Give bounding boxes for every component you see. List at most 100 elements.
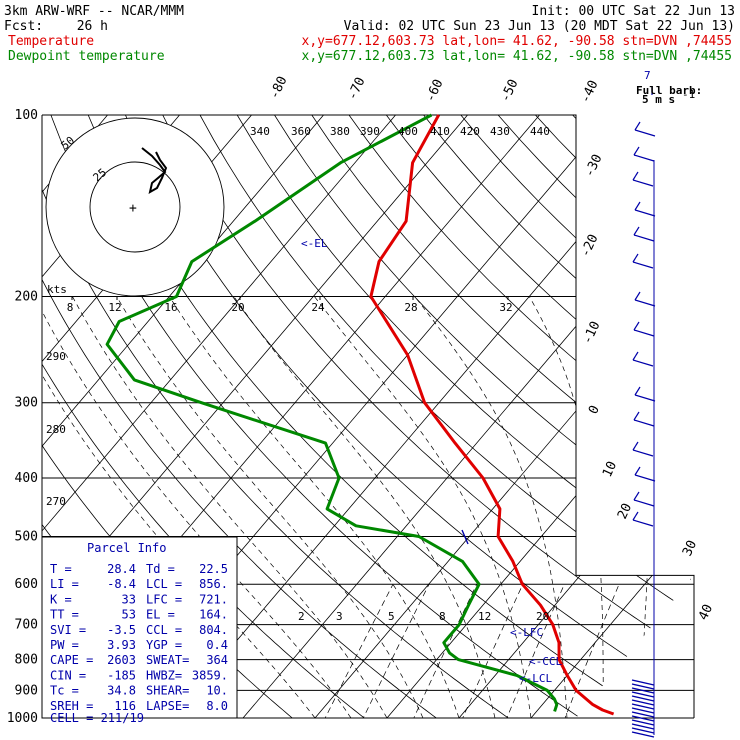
top-marker-label: 7	[644, 69, 651, 82]
hodograph-ring-inner	[89, 161, 181, 253]
isotherm-line	[663, 115, 694, 718]
hodograph-center-icon: +	[129, 201, 137, 216]
theta-label: 410	[430, 125, 450, 138]
wind-barb-flag	[633, 411, 640, 421]
isotherm-label: 40	[696, 602, 716, 623]
isotherm-label: -40	[578, 78, 602, 106]
moist-adiabat	[169, 296, 460, 718]
parcel-param-value: 34.8	[107, 684, 136, 698]
parcel-param-label: LCL =	[146, 577, 182, 591]
theta-label: 390	[360, 125, 380, 138]
mixing-ratio-line	[501, 584, 565, 718]
mixing-ratio-label: 12	[478, 610, 491, 623]
mixing-ratio-line	[318, 584, 394, 718]
valid-time: Valid: 02 UTC Sun 23 Jun 13 (20 MDT Sat …	[344, 19, 735, 34]
wind-barb	[631, 719, 655, 726]
wind-barb-flag	[633, 321, 640, 331]
wind-barb	[634, 209, 656, 217]
pressure-tick-label: 900	[15, 683, 38, 698]
mixing-ratio-label: 3	[336, 610, 343, 623]
hodograph-trace	[141, 147, 168, 194]
pressure-tick-label: 200	[15, 290, 38, 305]
isotherm-line	[447, 115, 694, 718]
level-annotation: <-LCL	[519, 672, 552, 685]
isotherm-label: -80	[267, 74, 291, 102]
wind-barb	[631, 679, 655, 686]
mixing-ratio-line	[559, 584, 620, 718]
dewpoint-label: Dewpoint temperature	[8, 49, 165, 64]
wind-barb	[633, 234, 655, 242]
theta-label: 440	[530, 125, 550, 138]
theta-label: 400	[398, 125, 418, 138]
parcel-param-value: 33	[122, 592, 136, 606]
level-annotation: <-EL	[301, 237, 328, 250]
wind-barb	[633, 154, 655, 162]
parcel-param-label: SHEAR=	[146, 684, 189, 698]
wind-barb	[631, 703, 655, 710]
wind-barb-flag	[634, 121, 641, 131]
wind-barb	[632, 519, 654, 527]
moist-adiabat	[634, 296, 651, 718]
parcel-param-value: 3859.	[192, 668, 228, 682]
parcel-param-value: 53	[122, 608, 136, 622]
isotherm-line	[159, 115, 684, 718]
parcel-param-label: Tc =	[50, 684, 79, 698]
isotherm-label: 0	[586, 403, 603, 416]
parcel-param-value: -3.5	[107, 623, 136, 637]
dry-adiabat	[311, 115, 694, 718]
parcel-param-label: LI =	[50, 577, 79, 591]
parcel-param-value: 164.	[199, 608, 228, 622]
moist-adiabat	[414, 296, 568, 718]
wind-barb	[631, 727, 655, 734]
theta-label: 340	[250, 125, 270, 138]
pressure-tick-label: 600	[15, 577, 38, 592]
parcel-param-label: LAPSE=	[146, 699, 189, 713]
wind-barb	[631, 687, 655, 694]
wind-barb	[632, 359, 654, 367]
wind-barb-flag	[633, 491, 640, 501]
temperature-location-info: x,y=677.12,603.73 lat,lon= 41.62, -90.58…	[302, 34, 732, 49]
speed-tick-label: 16	[164, 301, 177, 314]
wind-barb-flag	[634, 466, 641, 476]
speed-axis-label: kts	[47, 283, 67, 296]
wind-barb-flag	[632, 171, 639, 181]
parcel-param-label: CCL =	[146, 623, 182, 637]
parcel-param-label: EL =	[146, 608, 175, 622]
dry-adiabat	[609, 115, 694, 718]
parcel-param-label: SWEAT=	[146, 653, 189, 667]
wind-barbs	[461, 86, 656, 738]
wind-barb-flag	[633, 146, 640, 156]
speed-tick-label: 20	[231, 301, 244, 314]
mixing-ratio-line	[356, 584, 430, 718]
wind-barb	[634, 474, 656, 482]
theta-label: 420	[460, 125, 480, 138]
wind-barb	[634, 299, 656, 307]
parcel-info-panel: Parcel Info T = 28.4 Td = 22.5 LI = -8.4 LCL = 8…	[41, 536, 238, 725]
init-time: Init: 00 UTC Sat 22 Jun 13	[532, 4, 736, 19]
wind-barb	[631, 723, 655, 730]
dewpoint-profile-line	[105, 113, 559, 712]
wind-barb	[631, 715, 655, 722]
mixing-ratio-label: 8	[439, 610, 446, 623]
wind-barb-flag	[632, 253, 639, 263]
parcel-param-label: TT =	[50, 608, 79, 622]
moist-adiabat	[674, 296, 694, 718]
wind-barb-flag	[632, 441, 639, 451]
wind-barb-flag	[632, 511, 639, 521]
speed-tick-label: 12	[108, 301, 121, 314]
wind-barb	[461, 529, 469, 545]
parcel-cell-value: CELL = 211/19	[50, 711, 144, 725]
wind-barb	[631, 711, 655, 718]
theta-label: 290	[46, 350, 66, 363]
parcel-param-value: 2603	[107, 653, 136, 667]
isotherm-label: 10	[600, 459, 620, 480]
wind-barb	[633, 329, 655, 337]
wind-barb-flag	[634, 201, 641, 211]
parcel-param-value: 28.4	[107, 562, 136, 576]
parcel-param-value: 8.0	[206, 699, 228, 713]
isotherm-label: -30	[582, 152, 606, 180]
isotherm-line	[736, 115, 740, 731]
level-annotation: <-CCL	[529, 655, 562, 668]
wind-barb-caption-exponent: -1	[682, 88, 695, 101]
